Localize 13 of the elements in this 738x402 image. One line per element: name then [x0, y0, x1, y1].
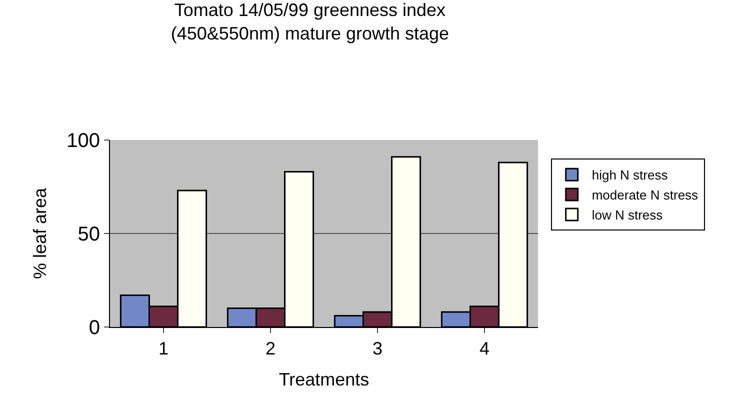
legend-label: high N stress [592, 168, 668, 183]
x-tick-label: 2 [265, 338, 276, 359]
y-axis-title: % leaf area [30, 186, 50, 280]
legend-label: low N stress [592, 208, 664, 223]
x-tick-label: 3 [372, 338, 383, 359]
x-axis-title: Treatments [278, 370, 370, 390]
x-tick-label: 1 [158, 338, 169, 359]
legend-label: moderate N stress [592, 188, 699, 203]
y-tick-label: 100 [66, 130, 100, 152]
x-tick-label: 4 [479, 338, 490, 359]
y-tick-label: 50 [78, 224, 100, 246]
y-tick-label: 0 [88, 317, 100, 339]
chart-title: Tomato 14/05/99 greenness index (450&550nm) mature growth stage [170, 0, 450, 44]
